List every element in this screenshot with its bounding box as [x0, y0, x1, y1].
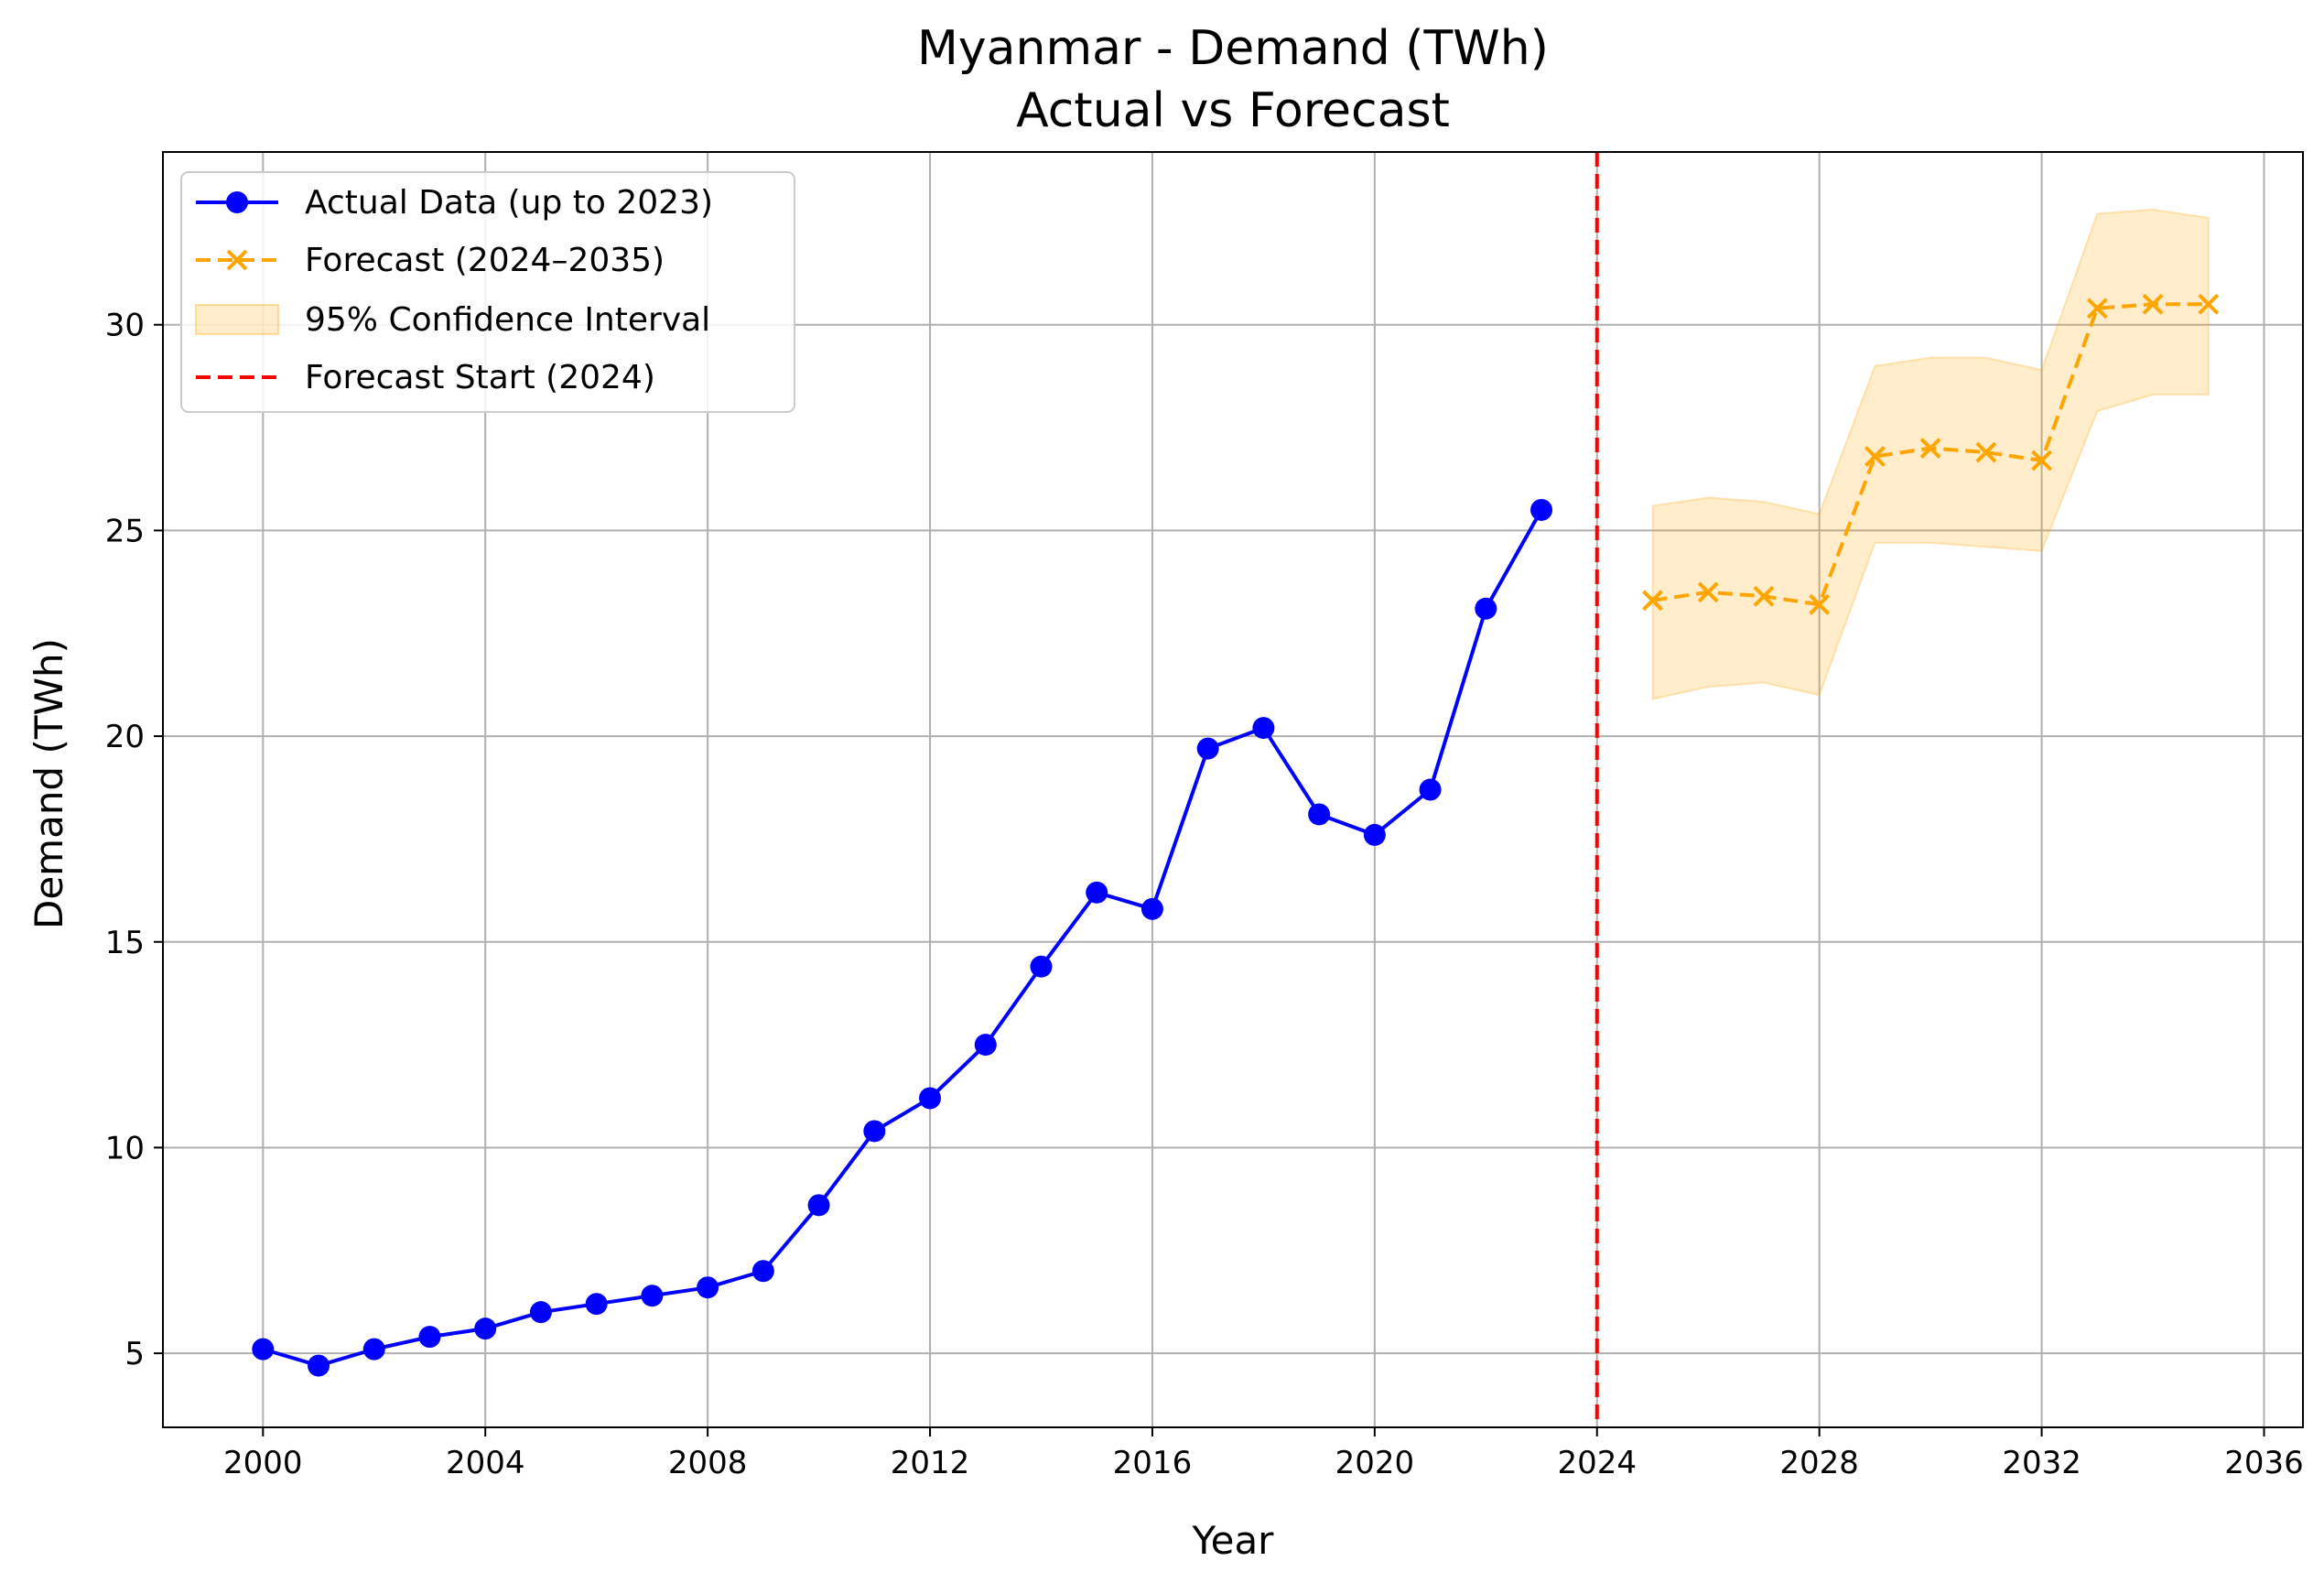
legend-forecast-marker	[226, 249, 248, 271]
actual-data-point	[1086, 881, 1108, 904]
y-tick-label: 20	[105, 719, 145, 755]
actual-data-point	[252, 1338, 275, 1361]
actual-data-point	[308, 1354, 330, 1377]
legend-actual-marker	[226, 191, 248, 213]
actual-data-point	[1196, 737, 1219, 760]
x-axis-label: Year	[1192, 1518, 1275, 1563]
x-tick-label: 2036	[2224, 1445, 2304, 1481]
actual-data-point	[1419, 778, 1442, 801]
y-tick-label: 25	[105, 513, 145, 549]
chart-subtitle: Actual vs Forecast	[1016, 83, 1450, 138]
tick-layer: 2000 2004 2008 2012 2016 2020 2024 2028 2032 2036…	[105, 308, 2304, 1481]
actual-data-point	[1475, 597, 1497, 620]
legend-box	[180, 171, 795, 413]
x-tick-label: 2020	[1335, 1445, 1415, 1481]
legend-interval-swatch	[195, 304, 279, 335]
y-tick-label: 10	[105, 1130, 145, 1166]
legend-interval-label: 95% Confidence Interval	[305, 301, 710, 339]
legend: Actual Data (up to 2023) Forecast (2024–…	[180, 171, 795, 413]
y-axis-label: Demand (TWh)	[27, 638, 71, 929]
confidence-band	[1651, 208, 2210, 700]
actual-data-point	[474, 1317, 497, 1340]
series-layer	[252, 152, 2220, 1427]
actual-data-point	[1140, 897, 1163, 920]
forecast-data-point	[1975, 441, 1997, 463]
x-tick-label: 2028	[1779, 1445, 1859, 1481]
actual-data-point	[529, 1301, 552, 1324]
actual-data-point	[585, 1293, 608, 1316]
actual-data-point	[641, 1285, 664, 1307]
forecast-data-point	[1753, 585, 1775, 607]
forecast-data-point	[1919, 438, 1941, 459]
legend-forecast-start-label: Forecast Start (2024)	[305, 359, 655, 396]
actual-data-point	[418, 1326, 441, 1349]
legend-forecast-label: Forecast (2024–2035)	[305, 242, 665, 279]
x-tick-label: 2016	[1113, 1445, 1193, 1481]
actual-data-point	[362, 1338, 385, 1361]
actual-data-point	[807, 1194, 830, 1217]
x-tick-label: 2012	[891, 1445, 970, 1481]
actual-data-point	[1308, 803, 1331, 826]
y-tick-label: 30	[105, 308, 145, 344]
x-tick-label: 2032	[2002, 1445, 2081, 1481]
forecast-data-point	[2031, 450, 2052, 472]
actual-data-point	[1363, 823, 1386, 846]
actual-data-point	[863, 1120, 886, 1143]
actual-series-line	[262, 508, 1543, 1368]
actual-data-point	[1252, 717, 1275, 740]
chart-title: Myanmar - Demand (TWh)	[917, 21, 1549, 76]
actual-data-point	[1530, 498, 1553, 521]
actual-data-point	[974, 1034, 997, 1057]
forecast-data-point	[2198, 293, 2220, 315]
actual-data-point	[1030, 955, 1053, 978]
forecast-data-point	[2142, 293, 2164, 315]
forecast-data-point	[1697, 581, 1719, 603]
x-tick-label: 2004	[446, 1445, 525, 1481]
plot-frame	[162, 151, 2304, 1428]
actual-data-point	[919, 1087, 942, 1110]
y-tick-label: 15	[105, 925, 145, 961]
x-tick-label: 2024	[1557, 1445, 1637, 1481]
forecast-data-point	[1864, 446, 1886, 467]
actual-data-point	[751, 1260, 774, 1283]
grid-layer	[163, 152, 2303, 1427]
forecast-data-point	[1642, 590, 1663, 612]
y-tick-label: 5	[124, 1336, 145, 1372]
forecast-data-point	[1809, 593, 1831, 615]
actual-data-point	[697, 1276, 719, 1299]
legend-actual-label: Actual Data (up to 2023)	[305, 184, 713, 222]
forecast-data-point	[2086, 298, 2108, 320]
x-tick-label: 2008	[668, 1445, 748, 1481]
x-tick-label: 2000	[223, 1445, 303, 1481]
